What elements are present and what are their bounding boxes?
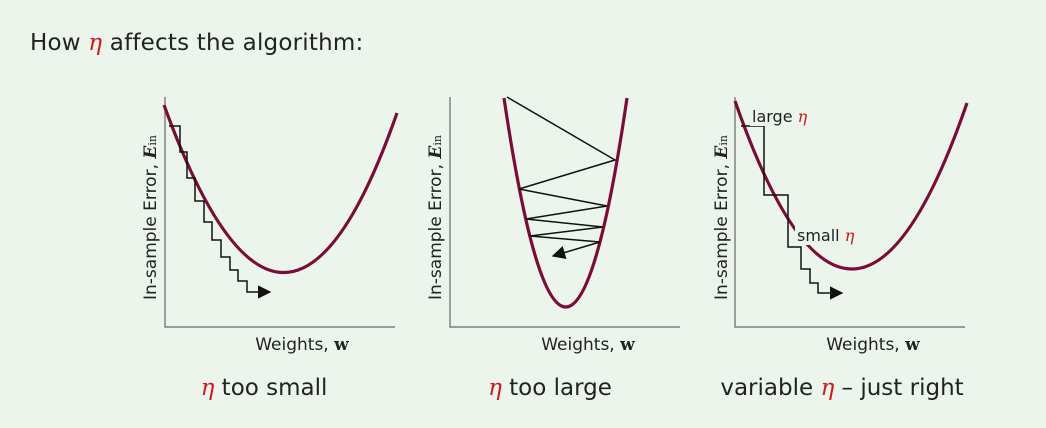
panel2-ylabel-text: In-sample Error, <box>426 164 446 300</box>
panel1-ylabel-text: In-sample Error, <box>141 164 161 300</box>
panel1-error-curve <box>162 104 399 275</box>
heading-prefix: How <box>30 30 89 56</box>
panel1-xlabel-text: Weights, <box>255 335 329 355</box>
panel3-axes <box>734 97 965 328</box>
panel1-axes <box>164 97 395 328</box>
panel-just-right <box>733 97 969 328</box>
caption3-prefix: variable <box>720 375 821 401</box>
panel2-axes <box>449 97 680 328</box>
heading-suffix: affects the algorithm: <box>102 30 364 56</box>
panel3-xlabel-symbol: w <box>905 335 920 355</box>
annotation-small-eta: small η <box>795 226 857 245</box>
annotation-small-symbol: η <box>844 226 855 245</box>
caption-just-right: variable η – just right <box>720 375 963 401</box>
annotation-small-text: small <box>797 226 845 245</box>
panel3-ylabel-subscript: in <box>717 135 730 146</box>
panel1-ylabel-symbol: E <box>141 145 161 159</box>
caption1-eta-symbol: η <box>200 375 215 401</box>
panel3-xlabel-text: Weights, <box>826 335 900 355</box>
panel3-x-axis-label: Weights, w <box>826 335 920 355</box>
panel2-xlabel-text: Weights, <box>541 335 615 355</box>
panel2-descent-path <box>506 96 617 260</box>
panel1-ylabel-subscript: in <box>146 135 159 146</box>
panel1-y-axis-label: In-sample Error, Ein <box>141 135 161 300</box>
panel3-ylabel-symbol: E <box>712 145 732 159</box>
panel1-xlabel-symbol: w <box>334 335 349 355</box>
caption1-text: too small <box>214 375 328 401</box>
panel3-error-curve <box>733 100 969 271</box>
panel3-descent-steps <box>741 125 844 300</box>
caption2-eta-symbol: η <box>488 375 502 401</box>
panel1-x-axis-label: Weights, w <box>255 335 349 355</box>
panel3-y-axis-label: In-sample Error, Ein <box>712 135 732 300</box>
annotation-large-symbol: η <box>797 107 808 126</box>
annotation-large-text: large <box>752 107 798 126</box>
heading-eta-symbol: η <box>88 30 103 56</box>
caption2-text: too large <box>501 375 612 401</box>
caption3-eta-symbol: η <box>820 375 835 401</box>
panel2-x-axis-label: Weights, w <box>541 335 635 355</box>
panel-too-large <box>449 96 680 328</box>
panel2-ylabel-subscript: in <box>431 135 444 146</box>
panel2-ylabel-symbol: E <box>426 145 446 159</box>
annotation-large-eta: large η <box>750 107 810 126</box>
page-heading: How η affects the algorithm: <box>30 30 363 56</box>
caption-too-large: η too large <box>488 375 612 401</box>
panel2-xlabel-symbol: w <box>620 335 635 355</box>
caption-too-small: η too small <box>201 375 328 401</box>
caption3-text: – just right <box>834 375 964 401</box>
panel3-ylabel-text: In-sample Error, <box>712 164 732 300</box>
panel-too-small <box>162 97 399 328</box>
panel1-descent-steps <box>169 125 272 299</box>
panel2-error-curve <box>502 97 629 309</box>
panel2-y-axis-label: In-sample Error, Ein <box>426 135 446 300</box>
